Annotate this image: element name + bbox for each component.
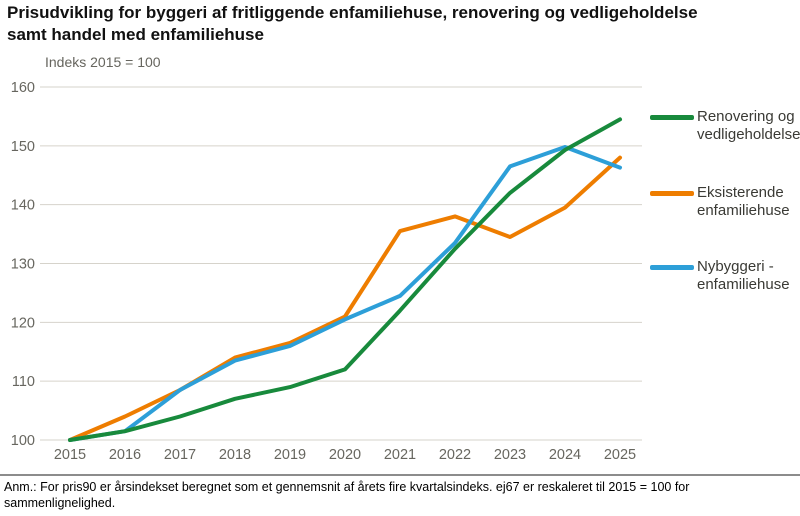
y-tick-label: 120	[11, 315, 35, 331]
legend-item-1: Eksisterende enfamiliehuse	[650, 184, 797, 220]
series-line-0	[68, 117, 622, 442]
x-tick-label: 2022	[439, 447, 471, 463]
legend-swatch-icon	[650, 191, 694, 196]
y-tick-label: 130	[11, 257, 35, 273]
y-tick-label: 110	[12, 374, 35, 390]
x-tick-label: 2015	[54, 447, 86, 463]
x-tick-label: 2020	[329, 447, 361, 463]
legend-item-2: Nybyggeri - enfamiliehuse	[650, 258, 797, 294]
legend-label: Eksisterende enfamiliehuse	[697, 184, 790, 219]
x-tick-label: 2016	[109, 447, 141, 463]
x-tick-label: 2024	[549, 447, 581, 463]
y-tick-label: 150	[11, 139, 35, 155]
legend-swatch-icon	[650, 115, 694, 120]
y-tick-label: 140	[11, 198, 35, 214]
y-tick-label: 100	[11, 433, 35, 449]
footer-divider	[0, 474, 800, 476]
legend-label: Nybyggeri - enfamiliehuse	[697, 258, 790, 293]
x-tick-label: 2021	[384, 447, 416, 463]
page-title: Prisudvikling for byggeri af fritliggend…	[7, 3, 698, 44]
y-tick-label: 160	[11, 80, 35, 96]
x-tick-label: 2019	[274, 447, 306, 463]
x-tick-label: 2023	[494, 447, 526, 463]
footnote: Anm.: For pris90 er årsindekset beregnet…	[4, 480, 690, 510]
x-tick-label: 2017	[164, 447, 196, 463]
legend-swatch-icon	[650, 265, 694, 270]
x-tick-label: 2018	[219, 447, 251, 463]
x-tick-label: 2025	[604, 447, 636, 463]
series-line-2	[68, 145, 622, 442]
chart-unit-label: Indeks 2015 = 100	[45, 54, 161, 70]
series-line-1	[68, 155, 622, 442]
legend-label: Renovering og vedligeholdelse	[697, 108, 800, 143]
legend-item-0: Renovering og vedligeholdelse	[650, 108, 800, 144]
